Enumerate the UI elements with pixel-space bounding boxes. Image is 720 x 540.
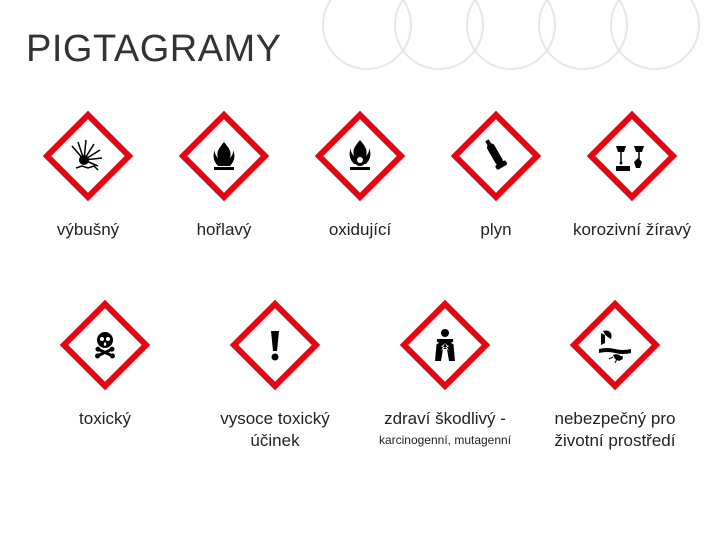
pictogram-label: zdraví škodlivý -	[384, 408, 506, 429]
pictogram-cell: toxický	[25, 300, 185, 451]
flammable-icon	[179, 111, 269, 201]
pictogram-row-1: výbušný hořlavý oxidující	[0, 111, 720, 240]
pictogram-label: korozivní žíravý	[573, 219, 691, 240]
pictogram-row-2: toxický vysoce toxický účinek	[0, 300, 720, 451]
pictogram-label: plyn	[480, 219, 511, 240]
pictogram-cell: výbušný	[23, 111, 153, 240]
environment-icon	[570, 300, 660, 390]
pictogram-cell: korozivní žíravý	[567, 111, 697, 240]
gas-icon	[451, 111, 541, 201]
pictogram-cell: zdraví škodlivý - karcinogenní, mutagenn…	[365, 300, 525, 451]
pictogram-label: výbušný	[57, 219, 119, 240]
explosive-icon	[43, 111, 133, 201]
pictogram-cell: plyn	[431, 111, 561, 240]
pictogram-label: nebezpečný pro životní prostředí	[535, 408, 695, 451]
corrosive-icon	[587, 111, 677, 201]
pictogram-sublabel: karcinogenní, mutagenní	[379, 433, 511, 447]
pictogram-label: oxidující	[329, 219, 391, 240]
pictogram-label: vysoce toxický účinek	[195, 408, 355, 451]
oxidizing-icon	[315, 111, 405, 201]
pictogram-cell: oxidující	[295, 111, 425, 240]
toxic-icon	[60, 300, 150, 390]
pictogram-label: hořlavý	[197, 219, 252, 240]
decorative-circles	[340, 0, 700, 70]
health-hazard-icon	[400, 300, 490, 390]
pictogram-cell: nebezpečný pro životní prostředí	[535, 300, 695, 451]
pictogram-cell: vysoce toxický účinek	[195, 300, 355, 451]
pictogram-cell: hořlavý	[159, 111, 289, 240]
pictogram-label: toxický	[79, 408, 131, 429]
exclamation-icon	[230, 300, 320, 390]
